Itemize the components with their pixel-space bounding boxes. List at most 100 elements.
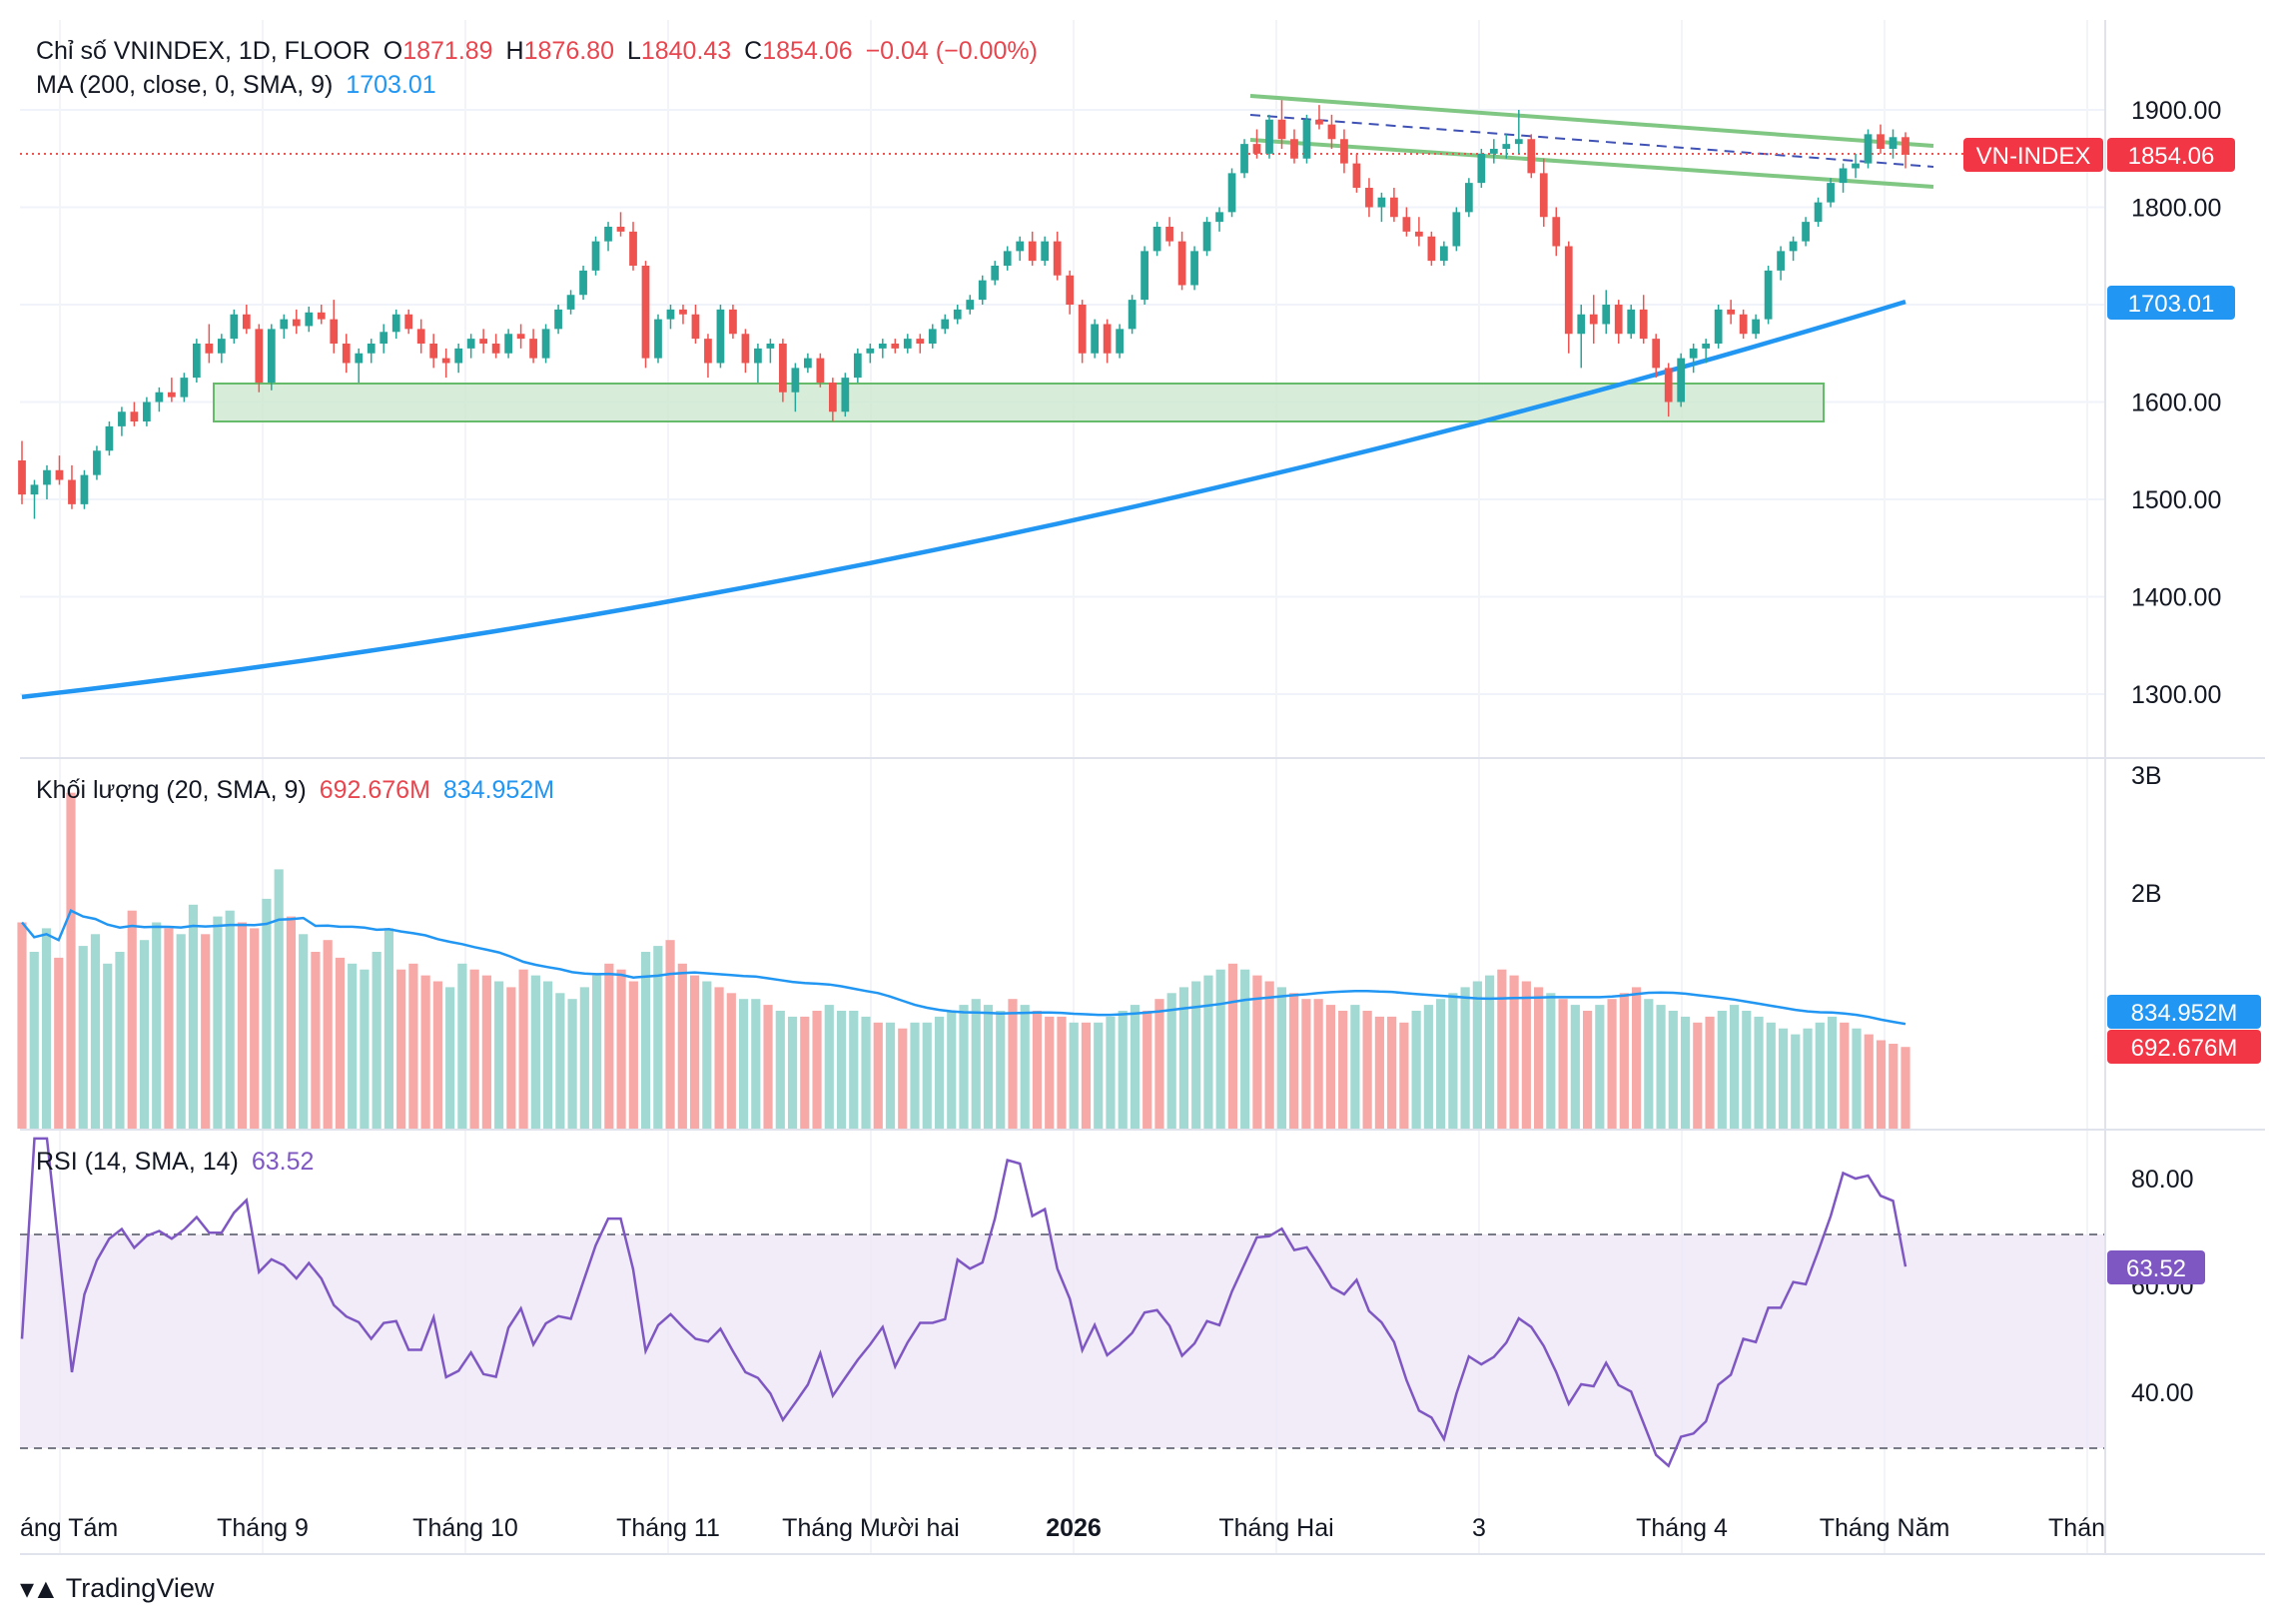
volume-bars bbox=[17, 792, 1910, 1129]
volume-bar bbox=[1069, 1022, 1079, 1129]
volume-bar bbox=[1631, 987, 1642, 1129]
volume-bar bbox=[555, 993, 565, 1129]
candle-body bbox=[1864, 134, 1873, 164]
open-value: 1871.89 bbox=[402, 37, 493, 65]
candle-body bbox=[1502, 144, 1511, 149]
volume-axis[interactable]: 3B 2B bbox=[2131, 762, 2162, 908]
candle-body bbox=[641, 266, 650, 359]
volume-tick: 2B bbox=[2131, 880, 2162, 908]
candle-body bbox=[928, 329, 937, 344]
candle-body bbox=[816, 358, 825, 383]
candle-body bbox=[267, 329, 276, 383]
rsi-legend[interactable]: RSI (14, SMA, 14) 63.52 bbox=[36, 1147, 320, 1177]
volume-bar bbox=[983, 1005, 994, 1129]
candle-body bbox=[1589, 314, 1598, 325]
candle-body bbox=[916, 339, 925, 344]
candle-body bbox=[1227, 173, 1236, 213]
volume-bar bbox=[640, 952, 651, 1129]
volume-bar bbox=[420, 975, 430, 1129]
low-label: L bbox=[626, 37, 641, 65]
candle-body bbox=[691, 314, 700, 340]
candle-body bbox=[1402, 217, 1411, 232]
volume-bar bbox=[127, 910, 137, 1129]
candle-body bbox=[342, 344, 351, 364]
candle-body bbox=[1477, 153, 1486, 184]
volume-bar bbox=[348, 963, 358, 1129]
symbol-label[interactable]: Chỉ số VNINDEX, 1D, FLOOR bbox=[36, 37, 371, 65]
candle-body bbox=[1852, 163, 1860, 169]
volume-bar bbox=[1448, 993, 1458, 1129]
volume-bar bbox=[432, 981, 442, 1129]
volume-legend[interactable]: Khối lượng (20, SMA, 9) 692.676M 834.952… bbox=[36, 775, 560, 805]
channel-lower-line[interactable] bbox=[1249, 138, 1934, 189]
brand-logo[interactable]: ▾▲ TradingView bbox=[20, 1572, 214, 1605]
channel-upper-line[interactable] bbox=[1249, 94, 1934, 148]
candle-body bbox=[1814, 202, 1823, 223]
volume-bar bbox=[1240, 969, 1250, 1129]
volume-bar bbox=[1178, 987, 1189, 1129]
candle-body bbox=[1452, 212, 1461, 247]
rsi-line bbox=[20, 1137, 1907, 1468]
volume-bar bbox=[738, 999, 749, 1129]
volume-bar bbox=[90, 934, 101, 1129]
candle-body bbox=[1103, 324, 1112, 354]
volume-bar bbox=[934, 1016, 945, 1129]
candle-body bbox=[1252, 144, 1261, 154]
candle-body bbox=[1415, 231, 1423, 237]
candle-body bbox=[716, 309, 725, 364]
volume-bar bbox=[1264, 981, 1274, 1129]
volume-bar bbox=[1081, 1022, 1092, 1129]
volume-bar bbox=[286, 916, 297, 1129]
volume-bar bbox=[1252, 975, 1262, 1129]
volume-bar bbox=[41, 928, 52, 1129]
volume-badge: 692.676M bbox=[2107, 1030, 2261, 1064]
candle-body bbox=[1265, 119, 1273, 154]
ma-legend[interactable]: MA (200, close, 0, SMA, 9) 1703.01 bbox=[36, 70, 442, 100]
candle-body bbox=[891, 344, 900, 349]
volume-bar bbox=[885, 1022, 896, 1129]
main-legend: Chỉ số VNINDEX, 1D, FLOOR O1871.89 H1876… bbox=[36, 36, 1044, 66]
volume-bar bbox=[1791, 1034, 1801, 1129]
candle-body bbox=[280, 319, 289, 330]
candle-body bbox=[1152, 227, 1161, 252]
volume-bar bbox=[873, 1022, 883, 1129]
candle-body bbox=[953, 309, 962, 320]
candle-body bbox=[866, 348, 875, 354]
time-axis[interactable]: áng Tám Tháng 9 Tháng 10 Tháng 11 Tháng Mười… bbox=[20, 1514, 2105, 1542]
candle-body bbox=[1390, 197, 1398, 218]
candle-body bbox=[729, 309, 737, 335]
time-tick: 3 bbox=[1472, 1514, 1486, 1542]
volume-bar bbox=[1521, 981, 1531, 1129]
volume-badge-label: 692.676M bbox=[2131, 1035, 2238, 1062]
price-axis[interactable]: 1900.001800.001700.001600.001500.001400.… bbox=[2131, 97, 2221, 709]
volume-bar bbox=[1901, 1047, 1910, 1129]
candle-body bbox=[679, 309, 687, 315]
candle-body bbox=[666, 309, 675, 320]
volume-bar bbox=[29, 952, 39, 1129]
volume-bar bbox=[1852, 1028, 1862, 1129]
volume-bar bbox=[1338, 1011, 1348, 1129]
volume-ma-legend-value: 834.952M bbox=[442, 776, 555, 804]
trend-dashed-line[interactable] bbox=[1249, 114, 1934, 168]
candle-body bbox=[1302, 119, 1311, 159]
volume-bar bbox=[152, 922, 162, 1129]
support-zone[interactable] bbox=[213, 383, 1825, 422]
candle-body bbox=[1327, 124, 1336, 140]
candle-body bbox=[991, 266, 1000, 281]
candle-body bbox=[416, 329, 425, 344]
volume-bar bbox=[1705, 1016, 1715, 1129]
ma200-line bbox=[21, 299, 1906, 700]
low-value: 1840.43 bbox=[640, 37, 732, 65]
volume-bar bbox=[1717, 1011, 1727, 1129]
volume-bar bbox=[910, 1022, 920, 1129]
candle-body bbox=[754, 348, 762, 364]
candle-body bbox=[616, 227, 625, 232]
candle-body bbox=[1602, 305, 1611, 325]
time-tick: Tháng Năm bbox=[1820, 1514, 1950, 1542]
candle-body bbox=[654, 319, 662, 359]
volume-bar bbox=[996, 1011, 1006, 1129]
volume-bar bbox=[959, 1005, 969, 1129]
volume-bar bbox=[1203, 975, 1213, 1129]
